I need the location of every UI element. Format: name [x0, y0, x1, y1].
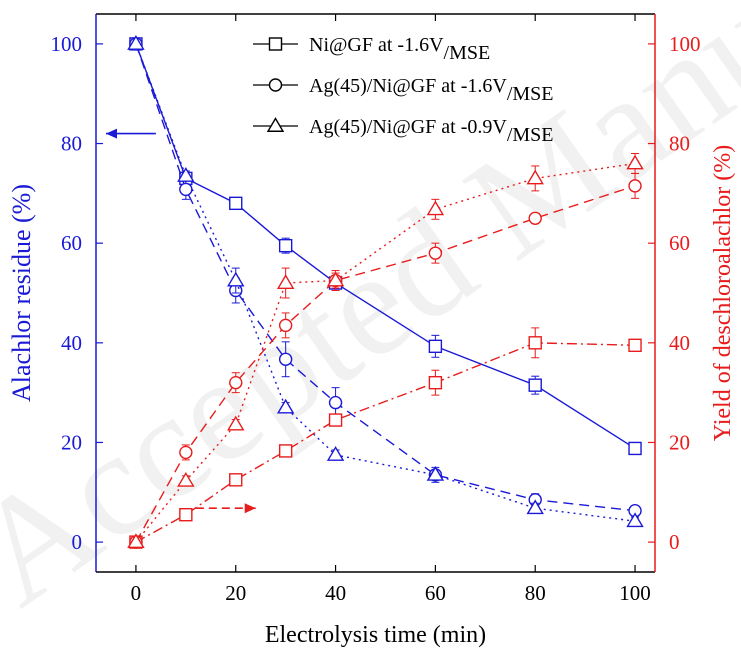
y-right-tick-label: 40	[669, 331, 690, 355]
x-tick-label: 100	[619, 581, 651, 605]
data-point-triangle	[526, 499, 544, 515]
data-point-triangle	[426, 465, 445, 481]
legend-item-triangle: Ag(45)/Ni@GF at -0.9V/MSE	[253, 116, 554, 146]
data-point-triangle	[127, 35, 145, 50]
y-right-tick-label: 0	[669, 530, 680, 554]
legend-label: Ag(45)/Ni@GF at -1.6V/MSE	[309, 75, 554, 105]
legend-item-square: Ni@GF at -1.6V/MSE	[253, 34, 490, 64]
y-axis-left-label: Alachlor residue (%)	[7, 184, 36, 402]
data-point-square	[428, 375, 443, 390]
x-tick-label: 80	[525, 581, 546, 605]
y-left-tick-label: 0	[72, 530, 83, 554]
data-point-square	[628, 441, 642, 456]
data-point-triangle	[177, 167, 195, 182]
data-point-triangle	[177, 471, 195, 487]
data-point-circle	[278, 352, 293, 366]
data-point-triangle	[326, 446, 345, 461]
y-right-tick-label: 100	[669, 32, 701, 56]
data-point-circle	[428, 246, 443, 260]
series-right-circle	[129, 172, 642, 549]
series-line-left-circle	[135, 43, 636, 512]
legend-circle-icon	[268, 78, 283, 92]
data-point-circle	[328, 395, 343, 410]
data-point-square	[628, 338, 642, 353]
data-point-square	[179, 508, 193, 522]
y-axis-right-label: Yield of deschloroalachlor (%)	[710, 145, 736, 442]
data-point-triangle	[227, 271, 245, 287]
data-point-circle	[278, 318, 293, 333]
legend-item-circle: Ag(45)/Ni@GF at -1.6V/MSE	[253, 75, 554, 105]
data-point-square	[428, 339, 443, 354]
legend-triangle-icon	[266, 117, 285, 132]
data-point-triangle	[626, 154, 644, 170]
y-left-tick-label: 100	[51, 32, 83, 56]
y-left-tick-label: 60	[61, 231, 82, 255]
data-point-circle	[179, 182, 193, 197]
x-axis-label: Electrolysis time (min)	[265, 622, 486, 648]
data-point-square	[528, 378, 542, 392]
data-point-square	[229, 196, 243, 211]
legend-label: Ag(45)/Ni@GF at -0.9V/MSE	[309, 116, 554, 146]
series-line-left-square	[135, 43, 636, 450]
y-right-tick-label: 80	[669, 132, 690, 156]
y-right-tick-label: 60	[669, 231, 690, 255]
x-tick-label: 0	[131, 581, 142, 605]
x-tick-label: 40	[325, 581, 346, 605]
axis-arrowhead-right	[244, 503, 256, 514]
series-line-right-circle	[135, 185, 636, 543]
series-right-triangle	[127, 153, 644, 549]
y-right-tick-label: 20	[669, 430, 690, 454]
data-point-triangle	[276, 398, 295, 414]
data-point-square	[278, 238, 293, 253]
series-line-right-square	[135, 342, 636, 543]
data-point-circle	[528, 211, 542, 225]
data-point-triangle	[326, 271, 345, 287]
data-point-square	[278, 444, 293, 458]
x-tick-label: 20	[225, 581, 246, 605]
y-left-tick-label: 20	[61, 430, 82, 454]
data-point-circle	[229, 375, 243, 390]
data-point-triangle	[276, 274, 295, 289]
data-point-triangle	[626, 512, 644, 528]
data-point-square	[528, 336, 542, 350]
data-point-triangle	[526, 169, 544, 185]
data-point-square	[328, 413, 343, 427]
y-left-tick-label: 80	[61, 132, 82, 156]
series-line-left-triangle	[135, 43, 636, 522]
axis-arrowhead-left	[105, 128, 117, 139]
data-point-circle	[179, 445, 193, 460]
series-left-triangle	[127, 35, 644, 528]
legend-label: Ni@GF at -1.6V/MSE	[309, 34, 490, 64]
data-point-triangle	[426, 200, 445, 216]
data-point-triangle	[127, 533, 145, 549]
data-point-circle	[628, 179, 642, 193]
y-left-tick-label: 40	[61, 331, 82, 355]
data-point-square	[229, 473, 243, 487]
data-point-triangle	[227, 415, 245, 431]
series-line-right-triangle	[135, 162, 636, 543]
legend-square-icon	[268, 37, 283, 51]
x-tick-label: 60	[425, 581, 446, 605]
